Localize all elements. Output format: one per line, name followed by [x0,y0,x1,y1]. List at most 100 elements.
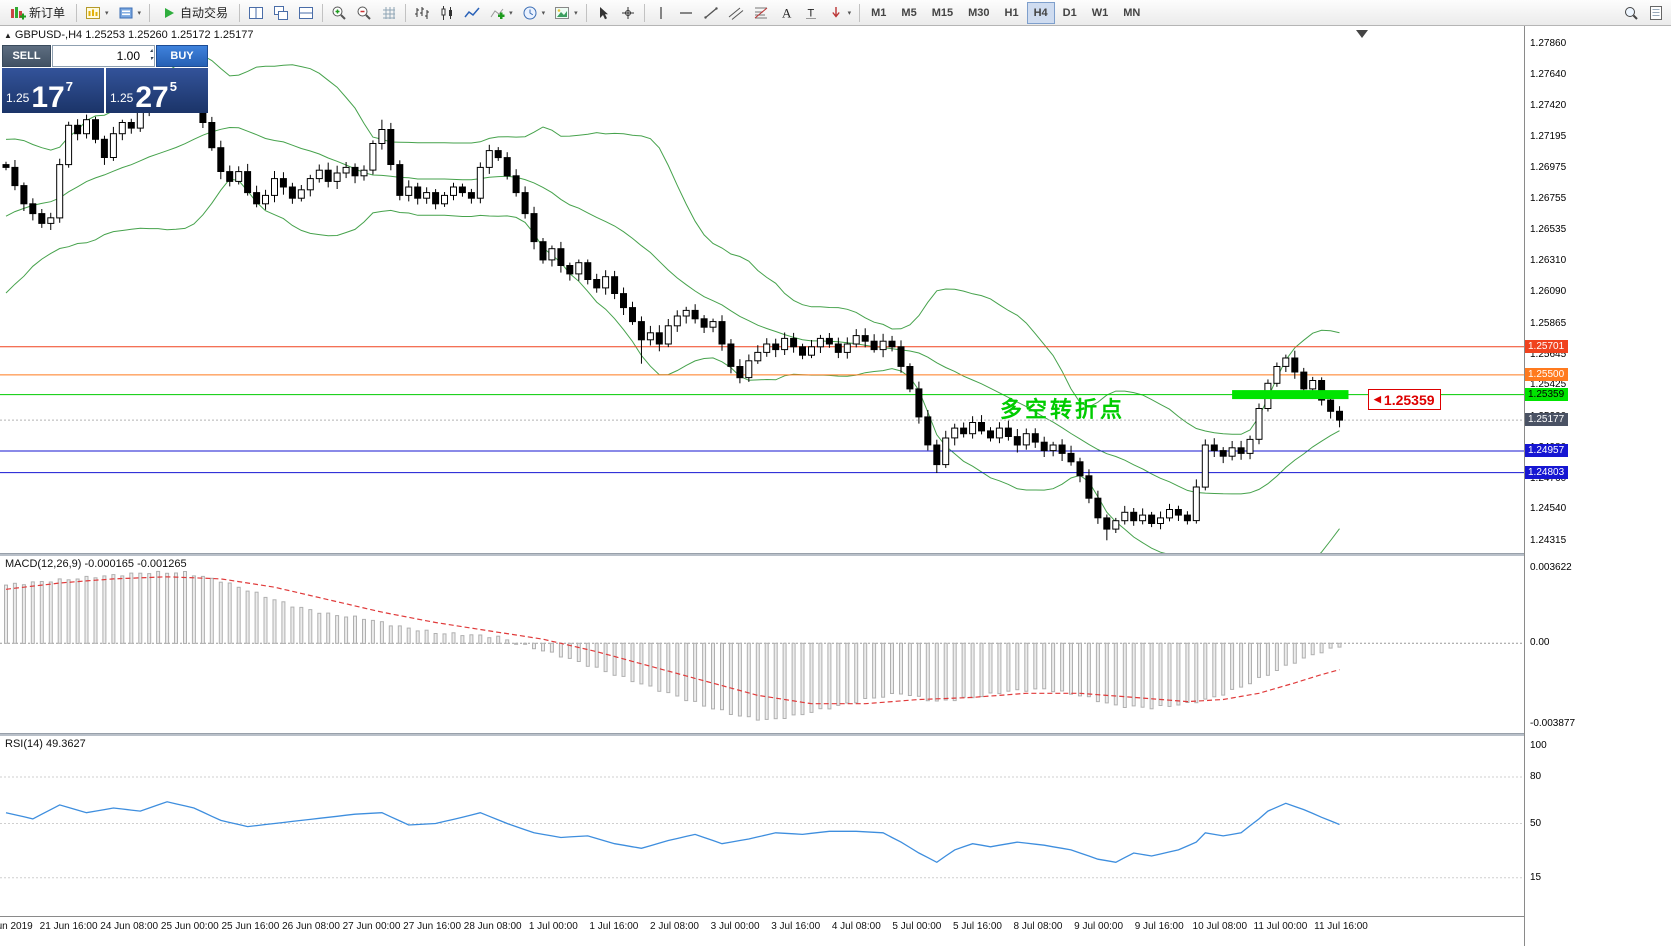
main-chart-canvas[interactable] [0,26,1524,553]
sell-button[interactable]: SELL [2,45,51,67]
dropdown-caret-icon[interactable]: ▾ [541,9,546,17]
pane-separator[interactable] [0,733,1671,736]
toolbar-separator [239,3,241,22]
arrange-windows-button[interactable] [294,2,318,24]
new-chart-icon [86,6,101,19]
buy-button[interactable]: BUY [156,45,208,67]
time-axis-label: 9 Jul 00:00 [1074,921,1124,932]
horizontal-line-tool-button[interactable] [674,2,698,24]
toolbar-separator [643,3,645,22]
zoom-out-button[interactable] [352,2,376,24]
spinner-up-icon[interactable]: ▴ [149,48,153,54]
time-axis-label: 8 Jul 08:00 [1013,921,1063,932]
bar-chart-button[interactable] [410,2,434,24]
zoom-out-icon [357,6,371,20]
spinner-down-icon[interactable]: ▾ [149,56,153,63]
vertical-line-tool-button[interactable] [649,2,673,24]
volume-value: 1.00 [116,49,140,63]
price-callout-label[interactable]: ◀ 1.25359 [1368,389,1441,410]
price-axis-tag: 1.25701 [1525,339,1569,353]
time-axis-label: 5 Jul 16:00 [953,921,1002,932]
time-axis-label: 26 Jun 08:00 [282,921,340,932]
timeframe-mn-button[interactable]: MN [1116,2,1147,24]
dropdown-caret-icon[interactable]: ▾ [509,9,513,17]
symbol-ohlc-text: GBPUSD-,H4 1.25253 1.25260 1.25172 1.251… [14,29,254,41]
tile-windows-button[interactable] [244,2,268,24]
time-axis-label: 11 Jul 00:00 [1253,921,1308,932]
buy-price-sup: 5 [169,79,177,94]
timeframe-m15-button[interactable]: M15 [925,2,960,24]
toolbar-separator [585,3,587,22]
volume-field[interactable]: 1.00 ▴ ▾ [52,45,155,67]
new-order-button[interactable]: 新订单 [3,2,72,24]
arrows-tool-button[interactable]: ▾ [824,2,856,24]
sell-price-sup: 7 [65,79,73,94]
timeframe-m1-button[interactable]: M1 [864,2,893,24]
dropdown-caret-icon[interactable]: ▾ [574,9,578,17]
cascade-windows-button[interactable] [269,2,293,24]
new-chart-button[interactable]: ▾ [81,2,113,24]
indicators-icon [490,8,505,19]
periods-button[interactable]: ▾ [518,2,550,24]
hline-icon [679,11,692,14]
symbol-search-button[interactable] [1619,2,1643,24]
buy-price-big: 27 [135,80,169,114]
trendline-icon [703,6,718,19]
timeframe-d1-button[interactable]: D1 [1056,2,1084,24]
templates-button[interactable]: ▾ [550,2,582,24]
one-click-toggle-icon[interactable]: ▲ [4,31,12,40]
fibonacci-tool-button[interactable] [749,2,773,24]
periods-icon [523,6,537,19]
candlestick-chart-button[interactable] [435,2,459,24]
time-axis-label: 5 Jul 00:00 [892,921,942,932]
timeframe-w1-button[interactable]: W1 [1085,2,1116,24]
zoom-in-button[interactable] [327,2,351,24]
buy-price-panel[interactable]: 1.25 27 5 [106,68,208,113]
cursor-button[interactable] [591,2,615,24]
line-chart-button[interactable] [460,2,484,24]
bars-icon [415,6,430,19]
annotation-text[interactable]: 多空转折点 [1000,397,1126,422]
dropdown-caret-icon[interactable]: ▾ [105,9,109,17]
profiles-button[interactable]: ▾ [114,2,146,24]
data-window-button[interactable] [1644,2,1668,24]
price-axis-tag: 1.24957 [1525,443,1569,457]
data-window-icon [1650,5,1662,20]
indicators-button[interactable]: ▾ [485,2,517,24]
dropdown-caret-icon[interactable]: ▾ [137,9,142,17]
time-axis-label: 4 Jul 08:00 [831,921,881,932]
volume-spinner[interactable]: ▴ ▾ [150,47,153,64]
rsi-header: RSI(14) 49.3627 [5,738,86,750]
timeframe-m30-button[interactable]: M30 [961,2,996,24]
autotrading-button[interactable]: 自动交易 [154,2,235,24]
svg-text:T: T [807,7,814,19]
sell-price-panel[interactable]: 1.25 17 7 [2,68,104,113]
macd-canvas[interactable] [0,556,1524,733]
pane-separator[interactable] [0,553,1671,556]
rsi-canvas[interactable] [0,736,1524,916]
timeframe-m5-button[interactable]: M5 [894,2,923,24]
trendline-tool-button[interactable] [699,2,723,24]
svg-text:A: A [782,5,792,20]
dropdown-caret-icon[interactable]: ▾ [847,9,852,17]
timeframe-h4-button[interactable]: H4 [1026,1,1055,24]
text-tool-button[interactable]: A [774,2,798,24]
channel-tool-button[interactable] [724,2,748,24]
timeframe-h1-button[interactable]: H1 [998,2,1026,24]
grid-toggle-button[interactable] [377,2,401,24]
time-axis-label: 25 Jun 00:00 [160,921,219,932]
crosshair-icon [621,6,634,19]
crosshair-button[interactable] [616,2,640,24]
price-axis-tick: 0.00 [1530,637,1550,649]
buy-price-small: 1.25 [110,91,134,105]
text-icon: A [782,5,792,20]
price-axis[interactable]: 1.27860 1.27640 1.27420 1.27195 1.26975 1.267… [1524,26,1671,946]
time-axis-label: 1 Jul 00:00 [528,921,578,932]
one-click-trading-panel: SELL 1.00 ▴ ▾ BUY 1.25 17 7 1.25 27 5 [2,45,208,113]
toolbar-separator [405,3,407,22]
price-axis-tick: 1.24315 [1530,535,1567,546]
label-tool-button[interactable]: T [799,2,823,24]
callout-price-text: 1.25359 [1383,391,1435,408]
